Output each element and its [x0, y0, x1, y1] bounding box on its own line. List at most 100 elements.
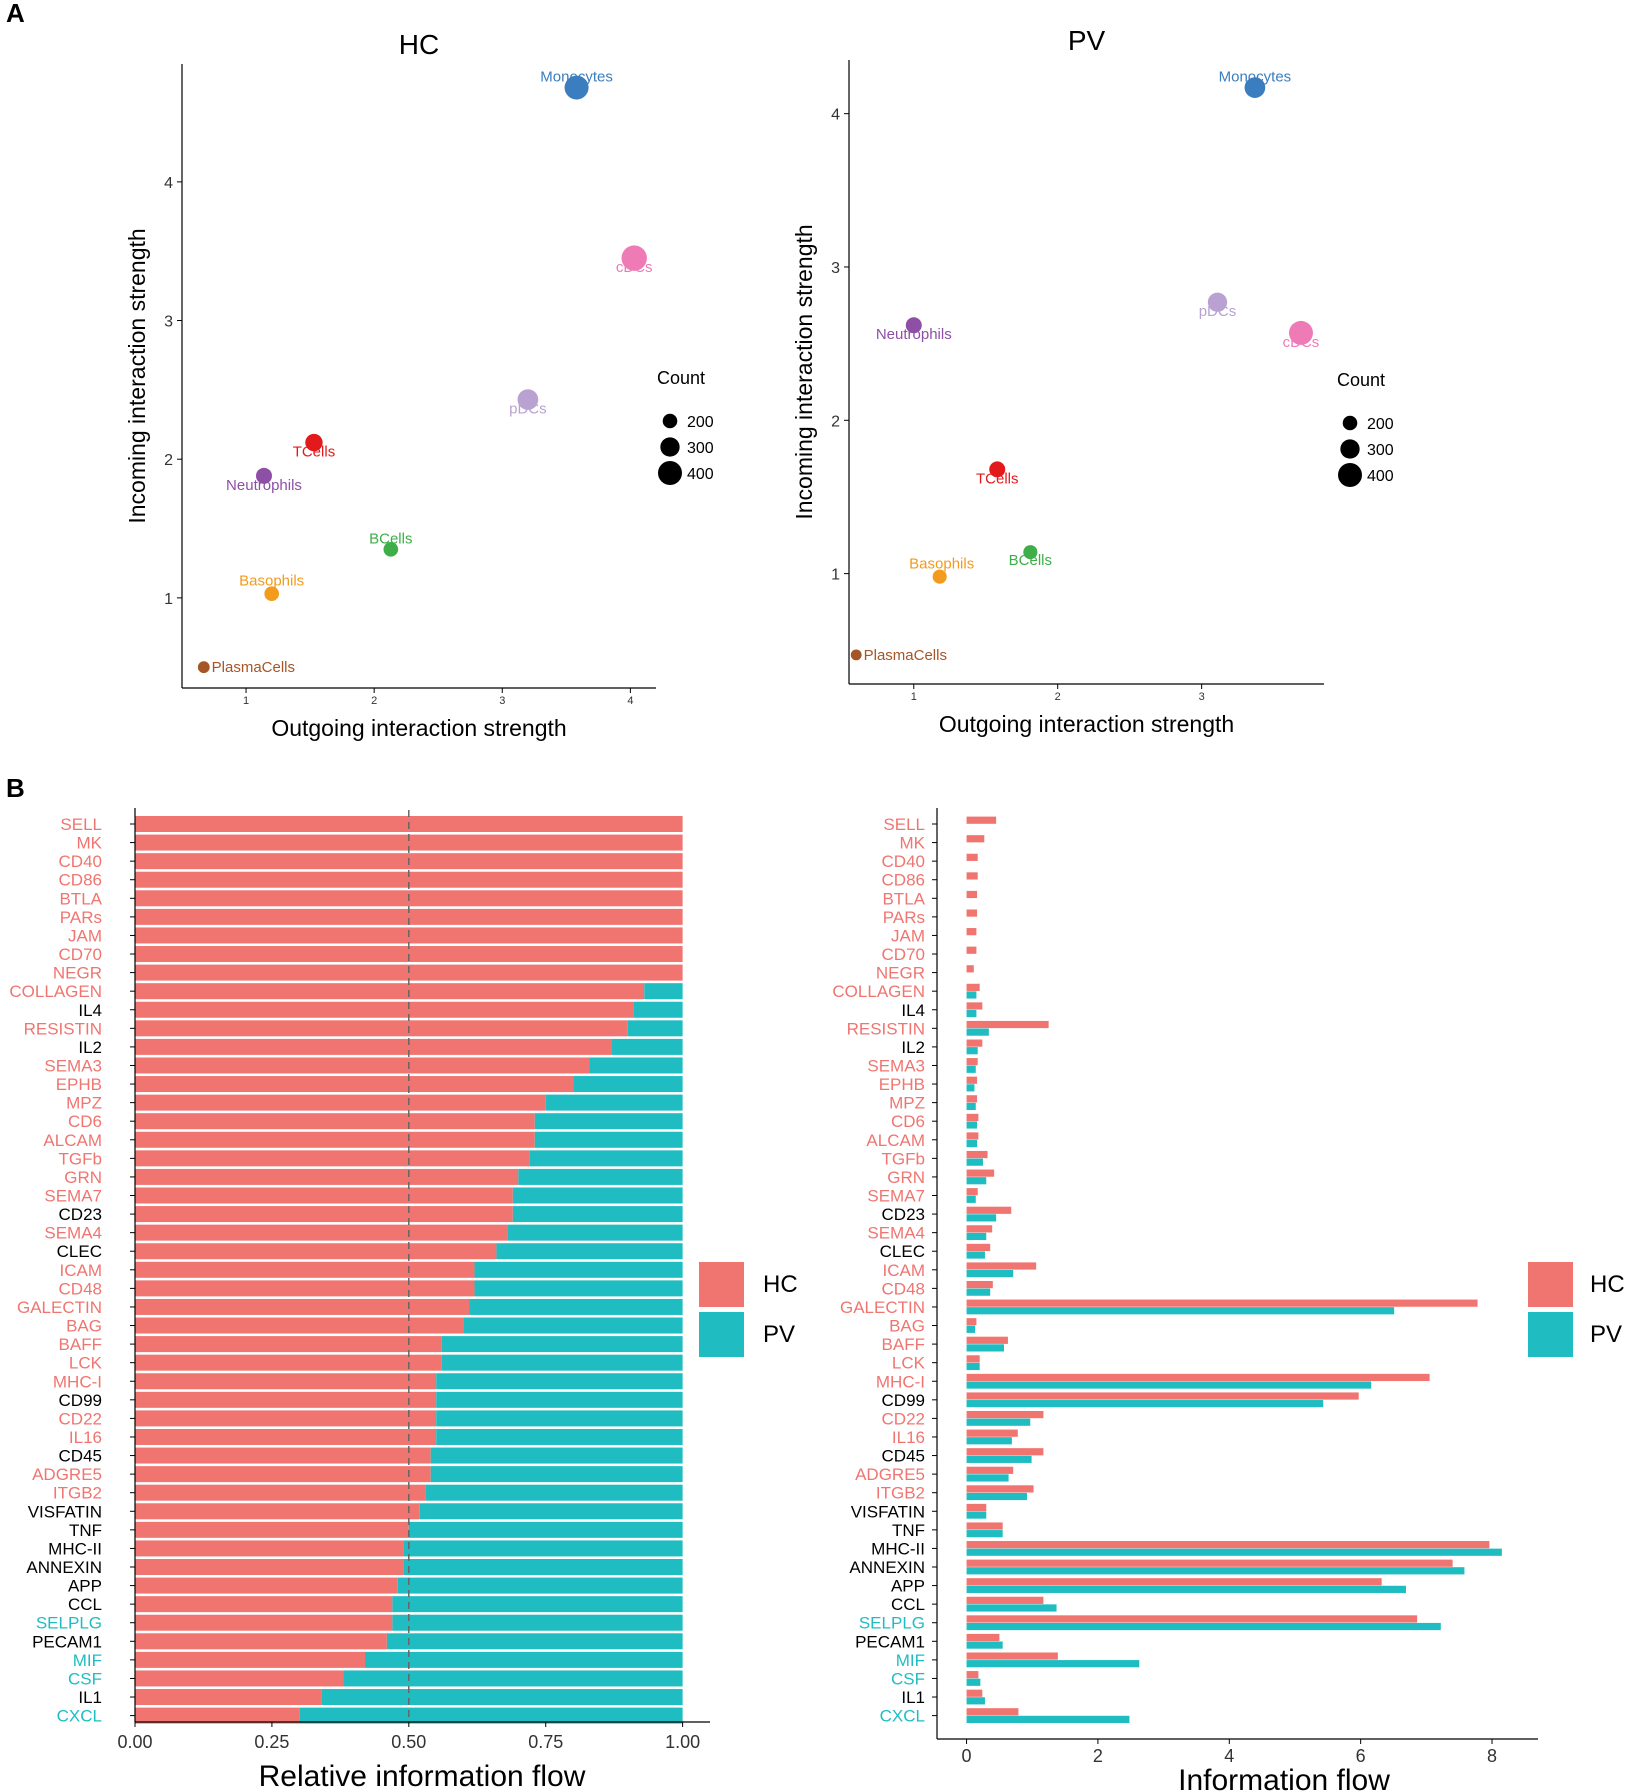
y-axis-title: Incoming interaction strength: [791, 224, 817, 519]
bar-hc-cxcl: [966, 1708, 1019, 1716]
bar-hc-mhc-ii: [135, 1540, 404, 1557]
category-label-cd45: CD45: [59, 1447, 102, 1466]
bar-pv-resistin: [627, 1020, 683, 1037]
bar-hc-pecam1: [135, 1633, 387, 1650]
bar-hc-lck: [966, 1355, 980, 1363]
point-monocytes: [564, 75, 589, 100]
bar-pv-il1: [321, 1689, 683, 1706]
point-label-pdcs: pDCs: [1199, 303, 1237, 320]
point-label-bcells: BCells: [369, 530, 412, 547]
x-tick-label: 0.50: [391, 1732, 426, 1752]
point-pdcs: [517, 389, 539, 410]
category-label-il1: IL1: [901, 1688, 925, 1707]
bar-pv-alcam: [534, 1131, 683, 1148]
bar-pv-cxcl: [299, 1707, 683, 1724]
bar-hc-annexin: [135, 1559, 404, 1575]
bar-pv-csf: [966, 1678, 981, 1686]
category-label-mk: MK: [900, 834, 926, 853]
category-label-cd22: CD22: [882, 1409, 925, 1428]
category-label-visfatin: VISFATIN: [851, 1502, 925, 1521]
category-label-bag: BAG: [66, 1317, 102, 1336]
bar-hc-lck: [135, 1354, 442, 1371]
point-label-plasmacells: PlasmaCells: [212, 659, 295, 676]
category-label-cd45: CD45: [882, 1447, 925, 1466]
bar-hc-mhc-i: [135, 1373, 437, 1390]
point-bcells: [1023, 545, 1038, 560]
category-label-pars: PARs: [883, 908, 925, 927]
bar-hc-sema3: [135, 1057, 590, 1074]
bar-hc-mhc-ii: [966, 1541, 1490, 1549]
legend-key-pv: [699, 1312, 744, 1357]
bar-hc-ephb: [966, 1076, 978, 1084]
bar-pv-ephb: [573, 1076, 683, 1093]
bar-pv-mif: [966, 1660, 1140, 1668]
category-label-il16: IL16: [69, 1428, 102, 1447]
bar-pv-app: [397, 1577, 683, 1594]
point-neutrophils: [255, 467, 272, 484]
bar-pv-galectin: [966, 1307, 1395, 1315]
x-tick-label: 1: [243, 695, 249, 707]
bar-hc-btla: [966, 890, 978, 899]
bar-hc-csf: [966, 1671, 979, 1679]
category-label-ccl: CCL: [891, 1595, 925, 1614]
category-label-pecam1: PECAM1: [855, 1632, 925, 1651]
legend-dot: [1340, 439, 1360, 459]
bar-hc-mhc-i: [966, 1373, 1430, 1382]
bar-pv-cd45: [430, 1447, 683, 1464]
category-label-csf: CSF: [891, 1669, 925, 1688]
x-tick-label: 2: [1055, 691, 1061, 703]
point-label-bcells: BCells: [1009, 552, 1052, 569]
bar-pv-ephb: [966, 1084, 975, 1092]
bar-pv-tgfb: [966, 1158, 983, 1166]
legend-label: 400: [1367, 468, 1394, 485]
bar-pv-mpz: [966, 1102, 976, 1111]
bar-hc-itgb2: [135, 1484, 426, 1501]
category-label-resistin: RESISTIN: [24, 1019, 102, 1038]
category-label-bag: BAG: [889, 1317, 925, 1336]
scatter-chart-pv: PV 1 2 3 1 2 3 4 Outgoing interaction strength In…: [791, 25, 1394, 737]
category-label-sema4: SEMA4: [867, 1224, 925, 1243]
bar-hc-mk: [135, 834, 683, 851]
x-tick-label: 3: [1199, 691, 1205, 703]
bar-hc-sema7: [135, 1187, 513, 1204]
category-label-sema7: SEMA7: [44, 1187, 102, 1206]
point-monocytes: [1244, 77, 1266, 98]
category-label-collagen: COLLAGEN: [9, 982, 102, 1001]
point-label-cdcs: cDCs: [616, 259, 653, 276]
point-tcells: [989, 461, 1006, 478]
category-label-clec: CLEC: [880, 1242, 925, 1261]
bar-pv-ccl: [966, 1604, 1057, 1612]
bar-hc-annexin: [966, 1559, 1453, 1567]
category-label-cd99: CD99: [882, 1391, 925, 1410]
x-tick-label: 1.00: [665, 1732, 700, 1752]
bar-hc-collagen: [135, 983, 645, 1000]
bar-hc-ccl: [135, 1596, 393, 1613]
category-label-app: APP: [68, 1577, 102, 1596]
category-label-cxcl: CXCL: [880, 1707, 925, 1726]
bar-hc-resistin: [966, 1020, 1049, 1029]
bar-pv-tnf: [408, 1521, 683, 1538]
bar-pv-lck: [966, 1362, 980, 1371]
category-label-resistin: RESISTIN: [847, 1019, 925, 1038]
category-label-mhc-i: MHC-I: [876, 1372, 925, 1391]
bar-hc-galectin: [966, 1299, 1478, 1307]
bar-pv-adgre5: [430, 1466, 683, 1483]
x-tick-label: 3: [499, 695, 505, 707]
category-label-cd86: CD86: [882, 871, 925, 890]
category-label-itgb2: ITGB2: [876, 1484, 925, 1503]
x-tick-label: 1: [911, 691, 917, 703]
point-label-tcells: TCells: [293, 444, 336, 461]
point-plasmacells: [850, 649, 862, 661]
category-label-cd86: CD86: [59, 871, 102, 890]
category-label-cd6: CD6: [68, 1112, 102, 1131]
bar-hc-csf: [135, 1670, 344, 1687]
legend-label: 300: [1367, 442, 1394, 459]
bar-hc-il4: [966, 1002, 983, 1010]
category-label-cd40: CD40: [882, 852, 925, 871]
bar-pv-bag: [463, 1317, 683, 1334]
category-label-jam: JAM: [68, 926, 102, 945]
bar-hc-sema7: [966, 1188, 978, 1196]
bar-pv-visfatin: [966, 1511, 987, 1519]
bar-hc-tnf: [966, 1522, 1003, 1530]
